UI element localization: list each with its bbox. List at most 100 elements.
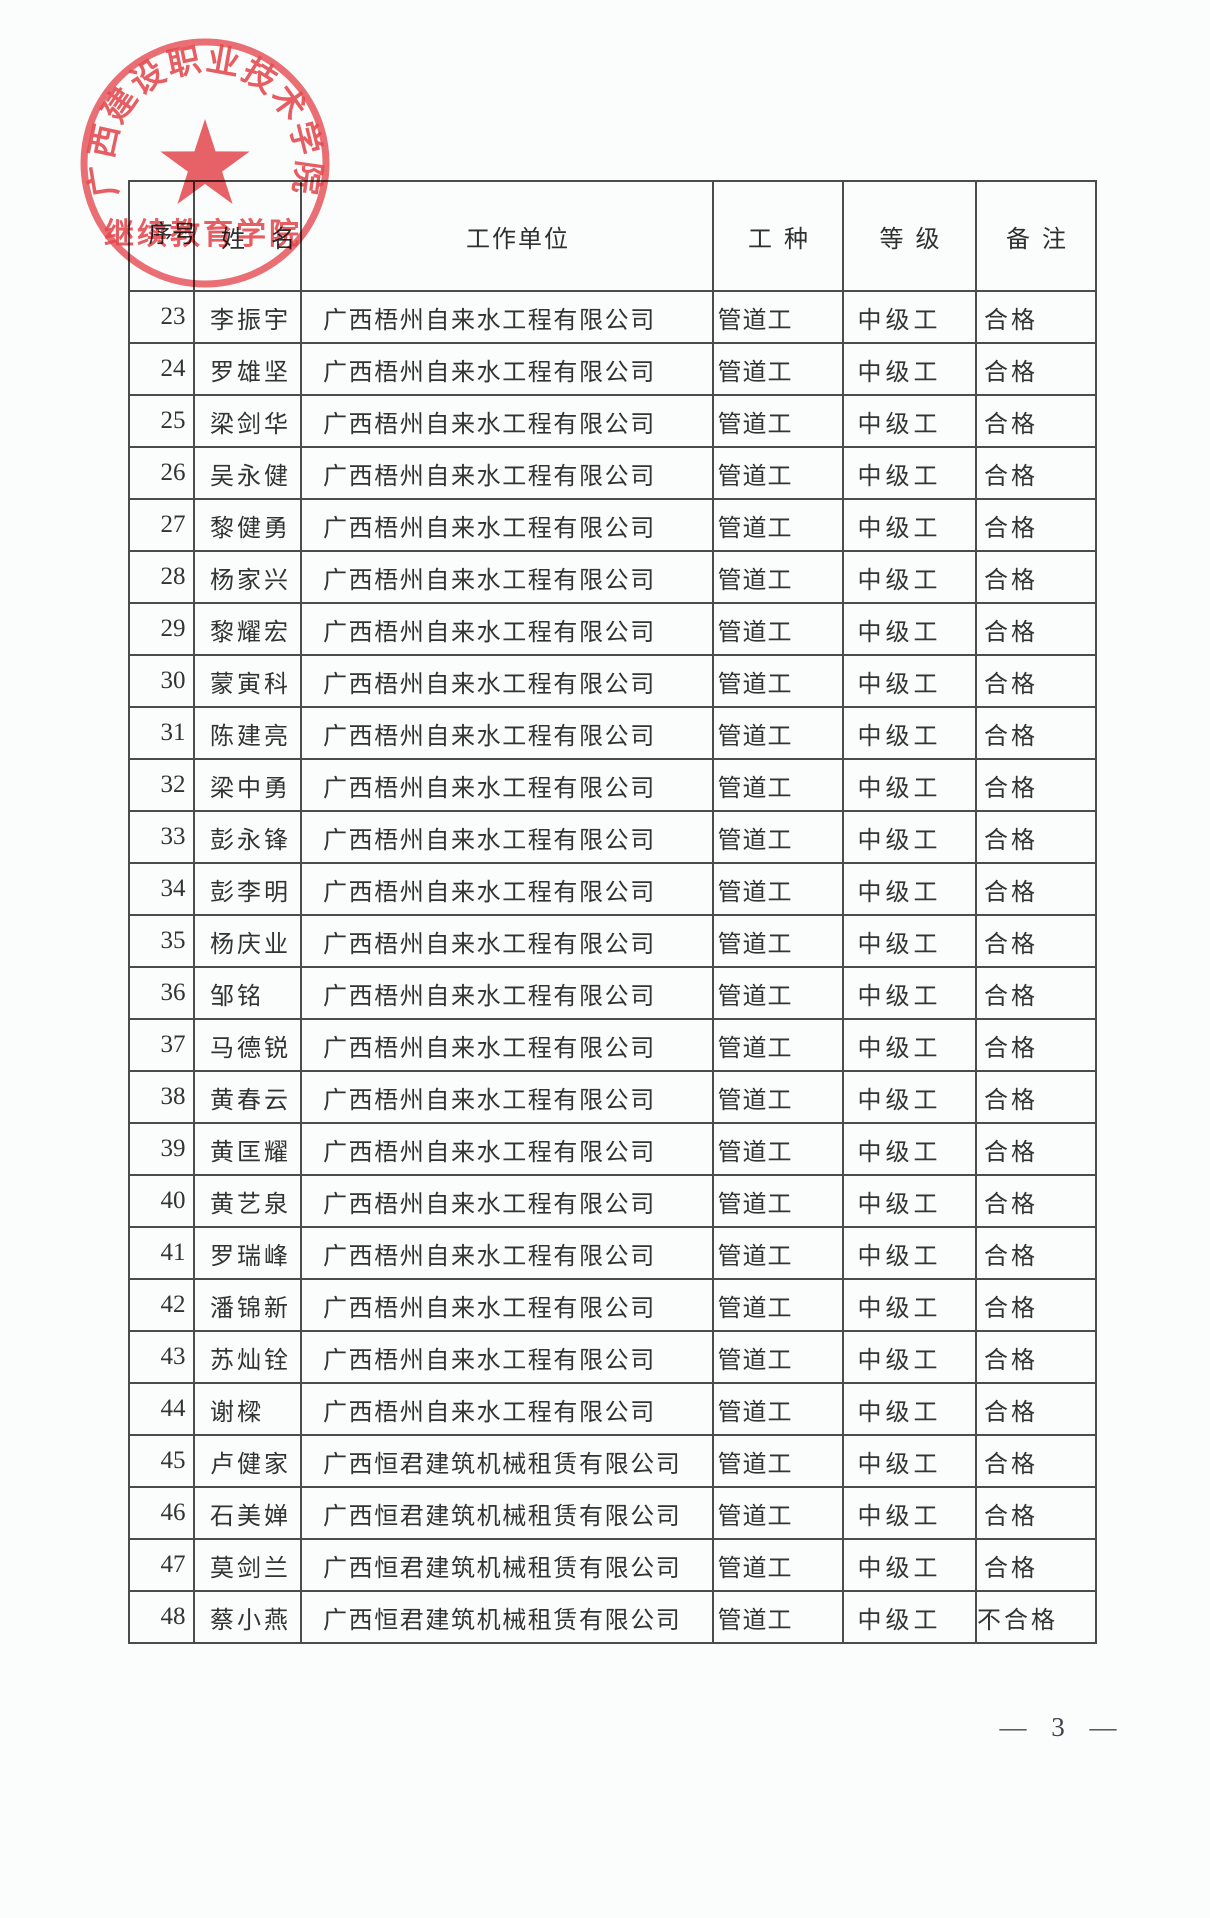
cell-grade: 中级工: [842, 394, 977, 448]
cell-name: 梁剑华: [193, 394, 302, 448]
cell-remark: 合格: [975, 706, 1097, 760]
cell-employer: 广西梧州自来水工程有限公司: [300, 1278, 714, 1332]
table-row: 29 黎耀宏 广西梧州自来水工程有限公司 管道工 中级工 合格: [128, 602, 1097, 656]
table-row: 43 苏灿铨 广西梧州自来水工程有限公司 管道工 中级工 合格: [128, 1330, 1097, 1384]
cell-employer: 广西恒君建筑机械租赁有限公司: [300, 1434, 714, 1488]
cell-grade: 中级工: [842, 1330, 977, 1384]
cell-trade: 管道工: [712, 914, 844, 968]
cell-grade: 中级工: [842, 810, 977, 864]
table-row: 37 马德锐 广西梧州自来水工程有限公司 管道工 中级工 合格: [128, 1018, 1097, 1072]
cell-name: 黎健勇: [193, 498, 302, 552]
cell-grade: 中级工: [842, 290, 977, 344]
cell-name: 罗瑞峰: [193, 1226, 302, 1280]
cell-no: 42: [128, 1278, 195, 1332]
cell-no: 27: [128, 498, 195, 552]
cell-no: 36: [128, 966, 195, 1020]
cell-employer: 广西恒君建筑机械租赁有限公司: [300, 1590, 714, 1644]
cell-grade: 中级工: [842, 1590, 977, 1644]
header-employer: 工作单位: [300, 180, 714, 292]
cell-name: 杨庆业: [193, 914, 302, 968]
cell-grade: 中级工: [842, 1278, 977, 1332]
cell-name: 谢樑: [193, 1382, 302, 1436]
cell-name: 杨家兴: [193, 550, 302, 604]
cell-employer: 广西梧州自来水工程有限公司: [300, 498, 714, 552]
cell-employer: 广西恒君建筑机械租赁有限公司: [300, 1538, 714, 1592]
cell-grade: 中级工: [842, 550, 977, 604]
table-row: 42 潘锦新 广西梧州自来水工程有限公司 管道工 中级工 合格: [128, 1278, 1097, 1332]
results-table: 序号 姓名 工作单位 工种 等级 备注 23李振宇广西梧州自来水工程有限公司管道…: [128, 180, 1097, 1644]
cell-name: 蔡小燕: [193, 1590, 302, 1644]
cell-trade: 管道工: [712, 862, 844, 916]
cell-name: 莫剑兰: [193, 1538, 302, 1592]
cell-employer: 广西梧州自来水工程有限公司: [300, 914, 714, 968]
cell-trade: 管道工: [712, 966, 844, 1020]
cell-trade: 管道工: [712, 654, 844, 708]
cell-remark: 合格: [975, 1070, 1097, 1124]
cell-no: 32: [128, 758, 195, 812]
cell-remark: 合格: [975, 498, 1097, 552]
table-row: 34 彭李明 广西梧州自来水工程有限公司 管道工 中级工 合格: [128, 862, 1097, 916]
cell-no: 48: [128, 1590, 195, 1644]
cell-remark: 合格: [975, 394, 1097, 448]
cell-no: 29: [128, 602, 195, 656]
cell-employer: 广西梧州自来水工程有限公司: [300, 446, 714, 500]
cell-no: 23: [128, 290, 195, 344]
cell-name: 黄春云: [193, 1070, 302, 1124]
table-row: 44 谢樑 广西梧州自来水工程有限公司 管道工 中级工 合格: [128, 1382, 1097, 1436]
table-row: 25 梁剑华 广西梧州自来水工程有限公司 管道工 中级工 合格: [128, 394, 1097, 448]
cell-employer: 广西恒君建筑机械租赁有限公司: [300, 1486, 714, 1540]
cell-name: 石美婵: [193, 1486, 302, 1540]
cell-employer: 广西梧州自来水工程有限公司: [300, 1382, 714, 1436]
cell-remark: 合格: [975, 1174, 1097, 1228]
cell-employer: 广西梧州自来水工程有限公司: [300, 654, 714, 708]
cell-employer: 广西梧州自来水工程有限公司: [300, 602, 714, 656]
cell-no: 37: [128, 1018, 195, 1072]
cell-name: 潘锦新: [193, 1278, 302, 1332]
cell-grade: 中级工: [842, 446, 977, 500]
cell-employer: 广西梧州自来水工程有限公司: [300, 1018, 714, 1072]
cell-remark: 合格: [975, 342, 1097, 396]
cell-no: 30: [128, 654, 195, 708]
cell-no: 47: [128, 1538, 195, 1592]
cell-no: 25: [128, 394, 195, 448]
table-row: 26 吴永健 广西梧州自来水工程有限公司 管道工 中级工 合格: [128, 446, 1097, 500]
header-name: 姓名: [193, 180, 302, 292]
table-row: 24 罗雄坚 广西梧州自来水工程有限公司 管道工 中级工 合格: [128, 342, 1097, 396]
table-row: 48 蔡小燕 广西恒君建筑机械租赁有限公司 管道工 中级工 不合格: [128, 1590, 1097, 1644]
cell-no: 33: [128, 810, 195, 864]
cell-grade: 中级工: [842, 342, 977, 396]
cell-trade: 管道工: [712, 1070, 844, 1124]
cell-remark: 合格: [975, 1434, 1097, 1488]
cell-employer: 广西梧州自来水工程有限公司: [300, 810, 714, 864]
cell-no: 40: [128, 1174, 195, 1228]
cell-employer: 广西梧州自来水工程有限公司: [300, 290, 714, 344]
table-row: 28 杨家兴 广西梧州自来水工程有限公司 管道工 中级工 合格: [128, 550, 1097, 604]
cell-trade: 管道工: [712, 1434, 844, 1488]
cell-remark: 合格: [975, 1330, 1097, 1384]
cell-name: 黄匡耀: [193, 1122, 302, 1176]
cell-employer: 广西梧州自来水工程有限公司: [300, 1226, 714, 1280]
header-trade: 工种: [712, 180, 844, 292]
cell-name: 黄艺泉: [193, 1174, 302, 1228]
cell-grade: 中级工: [842, 1486, 977, 1540]
table-row: 47 莫剑兰 广西恒君建筑机械租赁有限公司 管道工 中级工 合格: [128, 1538, 1097, 1592]
cell-employer: 广西梧州自来水工程有限公司: [300, 1122, 714, 1176]
cell-employer: 广西梧州自来水工程有限公司: [300, 1174, 714, 1228]
cell-trade: 管道工: [712, 1278, 844, 1332]
cell-no: 39: [128, 1122, 195, 1176]
header-no: 序号: [128, 180, 195, 292]
cell-grade: 中级工: [842, 1382, 977, 1436]
cell-no: 43: [128, 1330, 195, 1384]
cell-name: 黎耀宏: [193, 602, 302, 656]
cell-no: 28: [128, 550, 195, 604]
seal-arc-text: 广西建设职业技术学院: [83, 41, 328, 200]
cell-name: 李振宇: [193, 290, 302, 344]
table-row: 46 石美婵 广西恒君建筑机械租赁有限公司 管道工 中级工 合格: [128, 1486, 1097, 1540]
cell-name: 彭永锋: [193, 810, 302, 864]
cell-trade: 管道工: [712, 1486, 844, 1540]
cell-trade: 管道工: [712, 394, 844, 448]
cell-trade: 管道工: [712, 1226, 844, 1280]
cell-grade: 中级工: [842, 654, 977, 708]
cell-trade: 管道工: [712, 342, 844, 396]
